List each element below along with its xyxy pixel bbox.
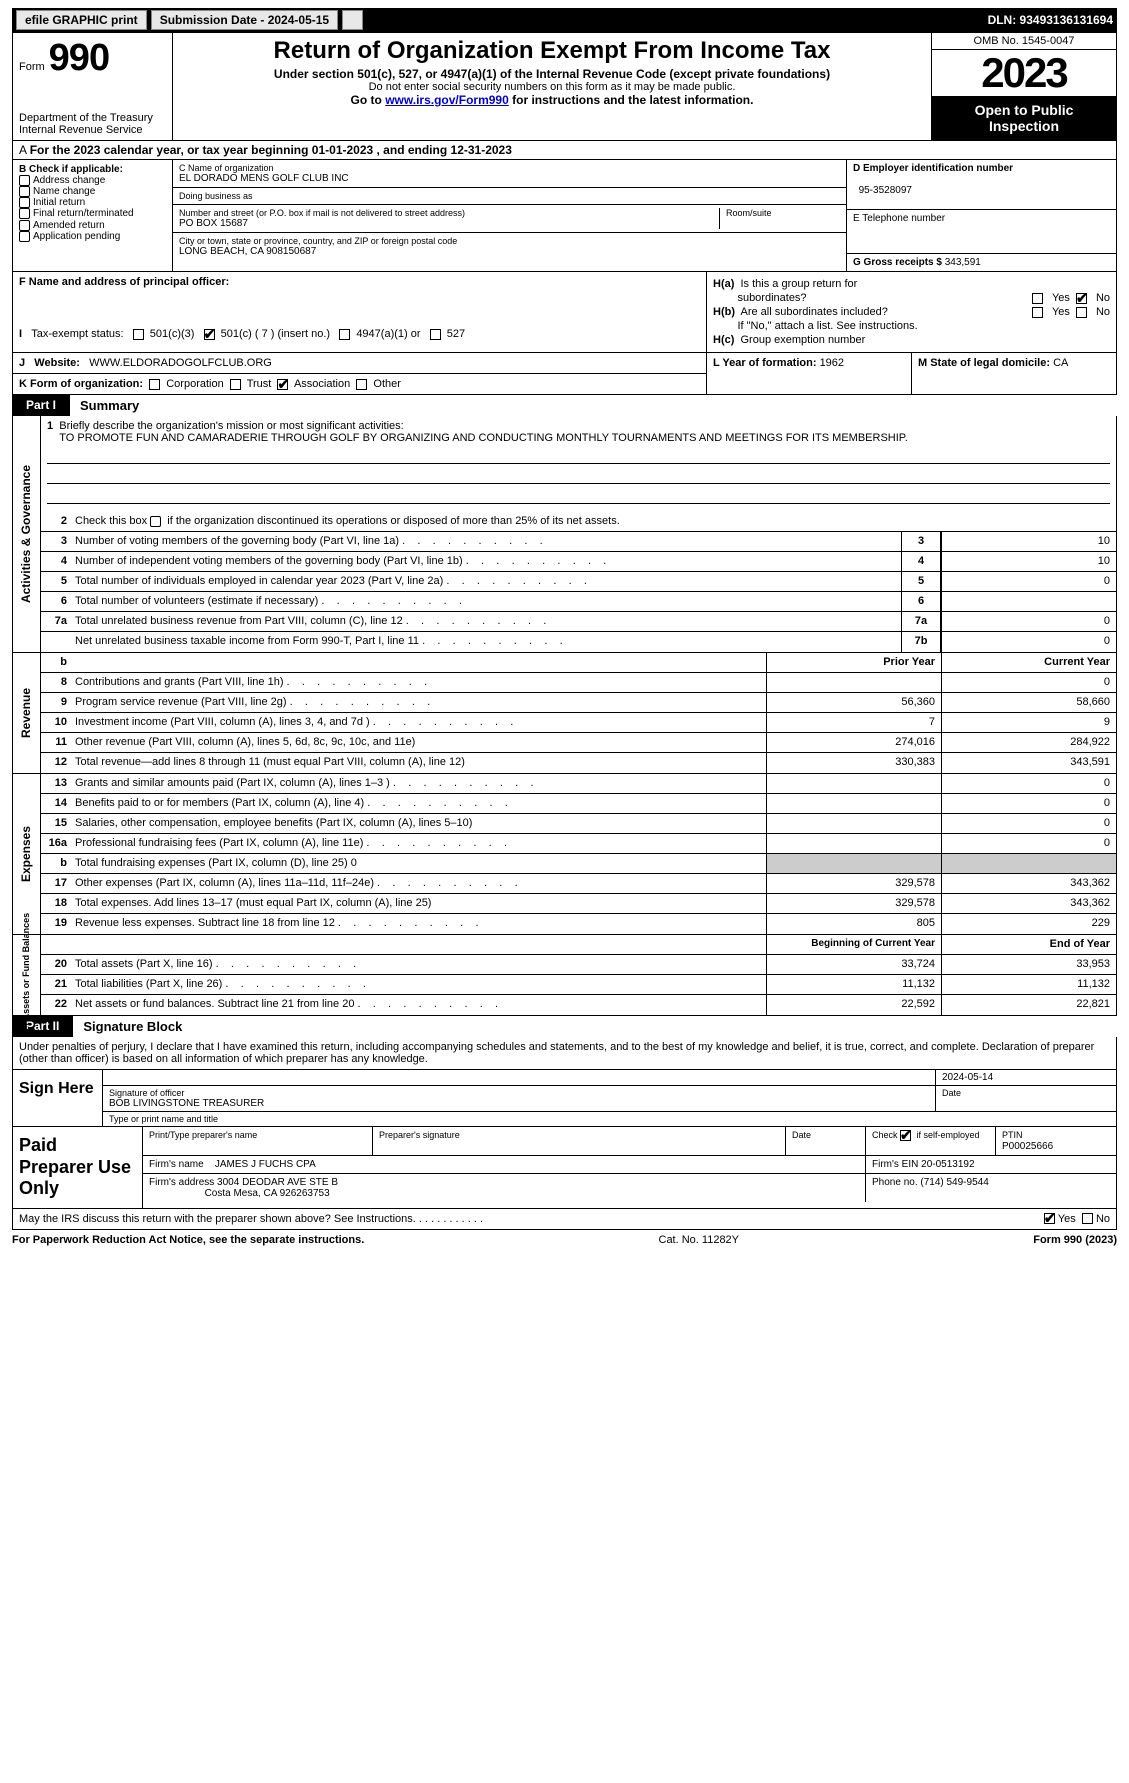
checkbox-hb-yes[interactable] <box>1032 307 1043 318</box>
val-7a: 0 <box>941 612 1116 631</box>
dept-irs: Internal Revenue Service <box>19 124 166 136</box>
checkbox-ha-yes[interactable] <box>1032 293 1043 304</box>
vlabel-governance: Activities & Governance <box>20 465 34 603</box>
val-5: 0 <box>941 572 1116 591</box>
box-d-ein: D Employer identification number 95-3528… <box>847 160 1116 210</box>
box-b: B Check if applicable: Address change Na… <box>13 160 173 271</box>
discuss-row: May the IRS discuss this return with the… <box>12 1209 1117 1230</box>
firm-addr2: Costa Mesa, CA 926263753 <box>205 1188 330 1199</box>
firm-name: JAMES J FUCHS CPA <box>215 1159 316 1170</box>
page-footer: For Paperwork Reduction Act Notice, see … <box>12 1230 1117 1250</box>
val-6 <box>941 592 1116 611</box>
block-fh: F Name and address of principal officer:… <box>12 272 1117 353</box>
vlabel-revenue: Revenue <box>20 688 34 738</box>
box-c-dba: Doing business as <box>173 188 846 205</box>
box-f: F Name and address of principal officer:… <box>13 272 706 352</box>
checkbox-hb-no[interactable] <box>1076 307 1087 318</box>
checkbox-501c[interactable] <box>204 329 215 340</box>
prior-year-hdr: Prior Year <box>766 653 941 672</box>
box-j-website: J Website: WWW.ELDORADOGOLFCLUB.ORG <box>13 353 706 374</box>
val-4: 10 <box>941 552 1116 571</box>
section-governance: Activities & Governance 1 Briefly descri… <box>12 416 1117 653</box>
current-year-hdr: Current Year <box>941 653 1116 672</box>
submission-date-button[interactable]: Submission Date - 2024-05-15 <box>151 10 338 30</box>
checkbox-discuss-no[interactable] <box>1082 1213 1093 1224</box>
checkbox-discuss-yes[interactable] <box>1044 1213 1055 1224</box>
public-inspection: Open to Public Inspection <box>932 96 1116 140</box>
efile-print-button[interactable]: efile GRAPHIC print <box>16 10 147 30</box>
box-k-org-form: K Form of organization: Corporation Trus… <box>13 374 706 394</box>
form-header: Form 990 Department of the Treasury Inte… <box>12 32 1117 141</box>
form-subtitle: Under section 501(c), 527, or 4947(a)(1)… <box>183 67 921 81</box>
checkbox-assoc[interactable] <box>277 379 288 390</box>
section-expenses: Expenses 13Grants and similar amounts pa… <box>12 774 1117 935</box>
mission-text: TO PROMOTE FUN AND CAMARADERIE THROUGH G… <box>59 432 908 444</box>
box-m-state: M State of legal domicile: CA <box>912 353 1116 394</box>
irs-link[interactable]: www.irs.gov/Form990 <box>385 93 509 107</box>
box-c-city: City or town, state or province, country… <box>173 233 846 260</box>
box-e-phone: E Telephone number <box>847 210 1116 254</box>
val-3: 10 <box>941 532 1116 551</box>
row-a-tax-year: A For the 2023 calendar year, or tax yea… <box>12 141 1117 160</box>
part-1-header: Part I Summary <box>12 395 1117 416</box>
dln-label: DLN: 93493136131694 <box>988 13 1113 27</box>
checkbox-self-employed[interactable] <box>900 1130 911 1141</box>
form-warning: Do not enter social security numbers on … <box>183 81 921 93</box>
vlabel-expenses: Expenses <box>20 826 34 882</box>
box-c-street: Number and street (or P.O. box if mail i… <box>173 205 846 233</box>
form-title: Return of Organization Exempt From Incom… <box>183 37 921 65</box>
end-year-hdr: End of Year <box>941 935 1116 954</box>
top-bar: efile GRAPHIC print Submission Date - 20… <box>12 8 1117 32</box>
box-l-year: L Year of formation: 1962 <box>707 353 912 394</box>
section-netassets: Net Assets or Fund Balances Beginning of… <box>12 935 1117 1016</box>
firm-phone: (714) 549-9544 <box>920 1177 988 1188</box>
form-goto: Go to www.irs.gov/Form990 for instructio… <box>183 93 921 107</box>
vlabel-netassets: Net Assets or Fund Balances <box>22 913 32 1037</box>
begin-year-hdr: Beginning of Current Year <box>766 935 941 954</box>
box-c-name: C Name of organization EL DORADO MENS GO… <box>173 160 846 188</box>
paid-preparer-block: Paid Preparer Use Only Print/Type prepar… <box>12 1127 1117 1209</box>
firm-addr1: 3004 DEODAR AVE STE B <box>217 1177 338 1188</box>
tax-year: 2023 <box>932 50 1116 96</box>
block-jklm: J Website: WWW.ELDORADOGOLFCLUB.ORG K Fo… <box>12 353 1117 395</box>
box-g-receipts: G Gross receipts $ 343,591 <box>847 254 1116 271</box>
box-h: H(a) Is this a group return for subordin… <box>706 272 1116 352</box>
omb-number: OMB No. 1545-0047 <box>932 33 1116 50</box>
val-7b: 0 <box>941 632 1116 652</box>
block-bcde: B Check if applicable: Address change Na… <box>12 160 1117 272</box>
ptin: P00025666 <box>1002 1141 1053 1152</box>
form-number: Form 990 <box>19 37 166 80</box>
section-revenue: Revenue bPrior YearCurrent Year 8Contrib… <box>12 653 1117 774</box>
officer-name: BOB LIVINGSTONE TREASURER <box>109 1098 929 1109</box>
blank-button <box>342 10 363 30</box>
signature-intro: Under penalties of perjury, I declare th… <box>12 1037 1117 1070</box>
part-2-header: Part II Signature Block <box>12 1016 1117 1037</box>
sign-here-block: Sign Here 2024-05-14 Signature of office… <box>12 1070 1117 1127</box>
firm-ein: 20-0513192 <box>921 1159 974 1170</box>
dept-treasury: Department of the Treasury <box>19 112 166 124</box>
checkbox-ha-no[interactable] <box>1076 293 1087 304</box>
